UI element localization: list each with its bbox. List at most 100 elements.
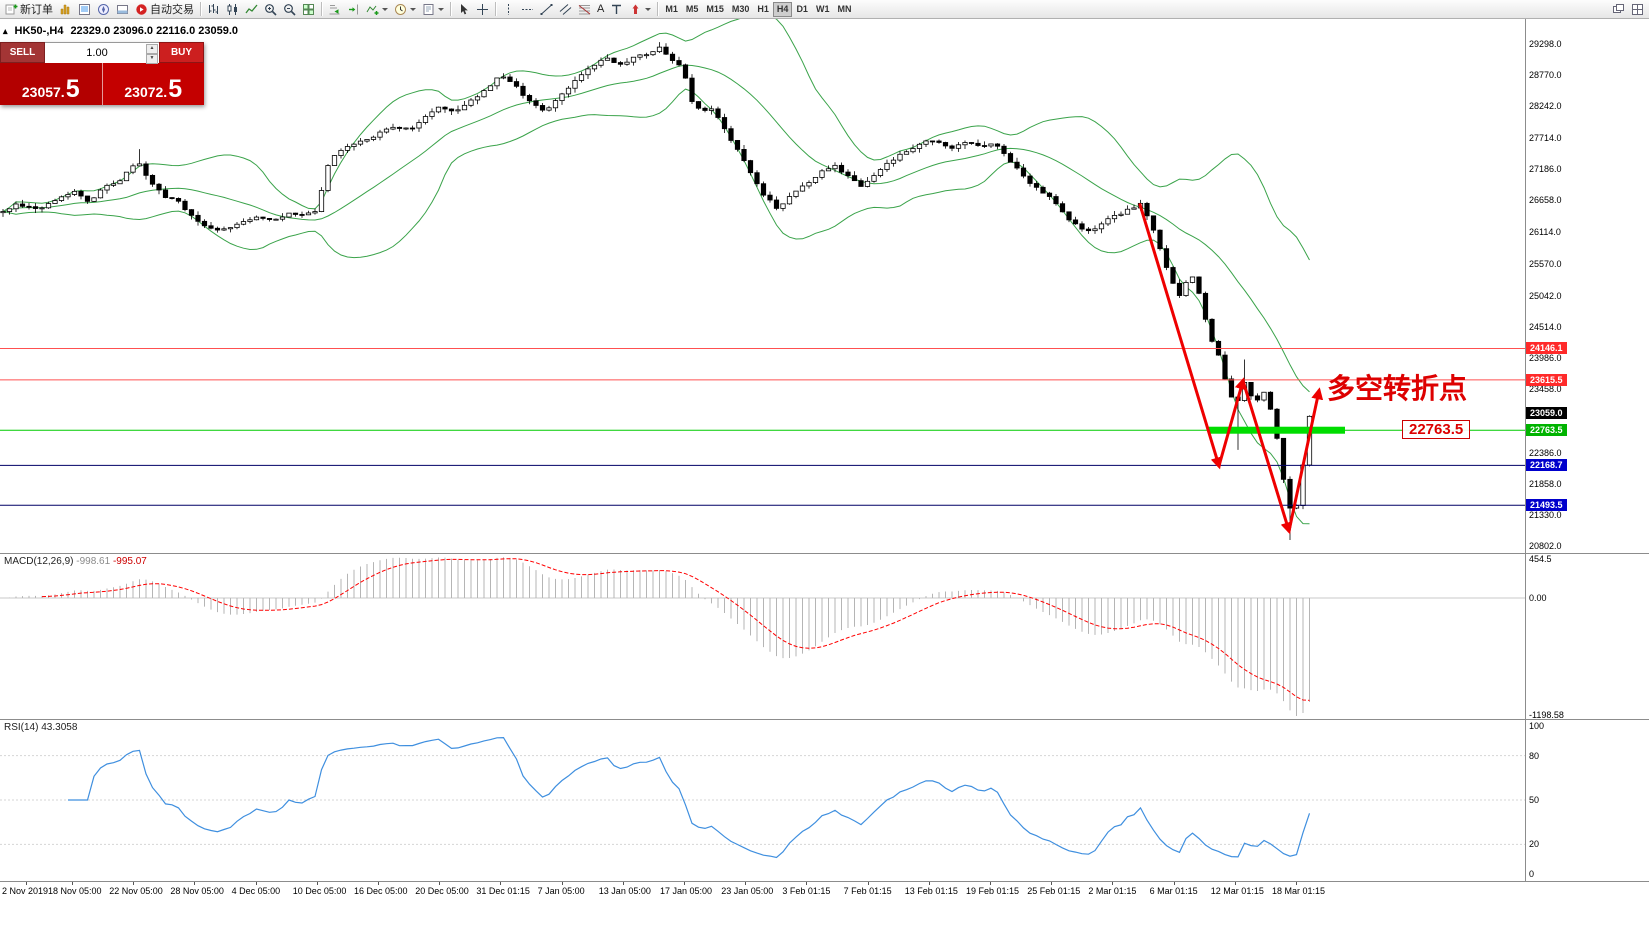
dropdown-caret-icon[interactable] [645, 7, 652, 11]
timeframe-h4-button[interactable]: H4 [772, 1, 793, 17]
trendline-button[interactable] [537, 1, 556, 18]
chart-candles-button[interactable] [223, 1, 242, 18]
timeframe-mn-button[interactable]: MN [833, 2, 855, 17]
tile-windows-button[interactable] [299, 1, 318, 18]
macd-label: MACD(12,26,9) -998.61 -995.07 [4, 556, 147, 567]
time-axis-tick [1051, 882, 1053, 885]
volume-field[interactable]: ▲ ▼ [45, 42, 159, 64]
text-button[interactable]: A [594, 1, 607, 18]
price-axis-label: 27186.0 [1529, 163, 1562, 174]
time-axis-tick [1296, 882, 1297, 885]
price-badge: 23615.5 [1526, 373, 1567, 386]
zoom-out-icon [283, 3, 296, 16]
sell-button[interactable]: SELL [0, 42, 45, 63]
chart-shift-button[interactable] [344, 1, 363, 18]
macd-axis-label: -1198.58 [1529, 710, 1564, 720]
price-badge: 23059.0 [1526, 406, 1567, 419]
macd-axis-label: 454.5 [1529, 554, 1552, 564]
support-zone-segment[interactable] [1208, 426, 1345, 434]
buy-price-big-digit: 5 [168, 75, 183, 103]
panel-separator[interactable] [0, 719, 1649, 720]
price-axis-label: 21330.0 [1529, 509, 1562, 520]
vertical-line-button[interactable] [499, 1, 518, 18]
one-click-collapse-icon[interactable]: ▴ [3, 25, 8, 36]
time-axis-tick [684, 882, 685, 885]
chart-bars-button[interactable] [204, 1, 223, 18]
time-axis-label: 6 Mar 01:15 [1149, 886, 1198, 896]
dropdown-caret-icon[interactable] [410, 7, 416, 11]
crosshair-icon [476, 3, 489, 16]
levels-layer[interactable] [0, 347, 1525, 506]
periods-button[interactable] [391, 1, 419, 18]
price-badge: 22763.5 [1526, 424, 1567, 437]
time-axis-tick [561, 882, 563, 885]
new-order-button[interactable]: 新订单 [2, 1, 56, 18]
time-axis-tick [867, 882, 869, 885]
text-label-button[interactable] [607, 1, 626, 18]
market-watch-button[interactable] [56, 1, 75, 18]
timeframe-w1-button[interactable]: W1 [812, 2, 834, 17]
time-axis-label: 3 Feb 01:15 [782, 886, 831, 896]
dropdown-caret-icon[interactable] [438, 7, 444, 11]
equidistant-channel-button[interactable] [556, 1, 575, 18]
rsi-axis-label: 20 [1529, 839, 1540, 850]
zigzag-annotation[interactable] [1138, 203, 1324, 535]
timeframe-d1-button[interactable]: D1 [792, 2, 812, 17]
timeframe-h1-button[interactable]: H1 [753, 2, 773, 17]
cursor-button[interactable] [454, 1, 473, 18]
panel-separator[interactable] [0, 553, 1649, 554]
volume-input[interactable] [45, 43, 159, 63]
auto-scroll-button[interactable] [325, 1, 344, 18]
candles-layer [0, 42, 1313, 541]
timeframe-m15-button[interactable]: M15 [702, 2, 728, 17]
time-axis-label: 28 Nov 05:00 [170, 886, 224, 896]
volume-increase-icon[interactable]: ▲ [146, 44, 158, 54]
turning-point-annotation[interactable]: 多空转折点 [1327, 372, 1467, 404]
fibonacci-button[interactable] [575, 1, 594, 18]
price-axis-label: 26658.0 [1529, 195, 1562, 206]
time-axis-tick [72, 882, 73, 885]
time-axis-tick [1173, 882, 1175, 885]
buy-price[interactable]: 23072. 5 [102, 63, 204, 105]
data-window-button[interactable] [75, 1, 94, 18]
dropdown-caret-icon[interactable] [382, 7, 388, 11]
navigator-button[interactable] [94, 1, 113, 18]
buy-button[interactable]: BUY [159, 42, 204, 63]
tile-icon [302, 3, 315, 16]
horizontal-line-button[interactable] [518, 1, 537, 18]
price-axis-label: 21858.0 [1529, 478, 1562, 489]
window-tile-button[interactable] [1628, 1, 1647, 18]
arrows-button[interactable] [626, 1, 654, 18]
text-label: A [597, 3, 605, 15]
time-axis-label: 2 Mar 01:15 [1088, 886, 1137, 896]
chart-line-button[interactable] [242, 1, 261, 18]
timeframe-m30-button[interactable]: M30 [728, 2, 754, 17]
time-axis-tick [500, 882, 502, 885]
terminal-button[interactable] [113, 1, 132, 18]
volume-spinner[interactable]: ▲ ▼ [146, 44, 158, 64]
price-axis-label: 28242.0 [1529, 101, 1562, 112]
crosshair-button[interactable] [473, 1, 492, 18]
auto-trading-label: 自动交易 [150, 4, 194, 16]
sell-price[interactable]: 23057. 5 [0, 63, 103, 105]
timeframe-m5-button[interactable]: M5 [682, 2, 703, 17]
indicators-button[interactable] [363, 1, 391, 18]
market-watch-icon [59, 3, 72, 16]
price-axis-label: 27714.0 [1529, 132, 1562, 143]
timeframe-m1-button[interactable]: M1 [661, 2, 682, 17]
auto-trading-button[interactable]: 自动交易 [132, 1, 197, 18]
zoom-out-button[interactable] [280, 1, 299, 18]
price-badge: 22168.7 [1526, 459, 1567, 472]
time-axis-label: 7 Jan 05:00 [537, 886, 585, 896]
macd-signal-value: -995.07 [112, 556, 147, 567]
time-axis-label: 23 Jan 05:00 [721, 886, 774, 896]
zoom-in-icon [264, 3, 277, 16]
zoom-in-button[interactable] [261, 1, 280, 18]
window-cascade-button[interactable] [1609, 1, 1628, 18]
templates-button[interactable] [419, 1, 447, 18]
volume-decrease-icon[interactable]: ▼ [146, 54, 158, 64]
level-price-label[interactable]: 22763.5 [1402, 420, 1471, 439]
candles-icon [226, 3, 239, 16]
tile-sm-icon [1631, 3, 1644, 16]
